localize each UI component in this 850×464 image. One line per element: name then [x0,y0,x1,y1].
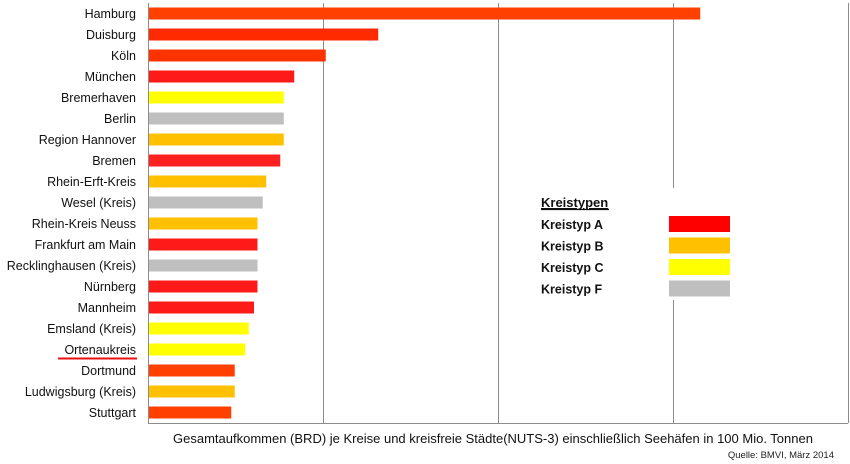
bar [149,343,246,356]
category-labels: Hamburg Duisburg Köln München Bremerhaven Ber… [7,7,137,420]
category-label: München [85,70,136,84]
legend-label: Kreistyp A [541,218,603,232]
bar [149,28,379,41]
category-label: Recklinghausen (Kreis) [7,259,136,273]
bar [149,175,267,188]
category-label: Rhein-Erft-Kreis [47,175,136,189]
category-label: Bremen [92,154,136,168]
bar [149,259,258,272]
category-label: Ortenaukreis [64,343,136,357]
category-label: Nürnberg [84,280,136,294]
category-label: Stuttgart [89,406,137,420]
category-label: Wesel (Kreis) [61,196,136,210]
source-note: Quelle: BMVI, März 2014 [727,450,834,461]
x-axis-label: Gesamtaufkommen (BRD) je Kreise und krei… [173,431,813,446]
category-label: Ludwigsburg (Kreis) [25,385,136,399]
bar [149,301,254,314]
legend-title: Kreistypen [541,195,608,210]
legend-label: Kreistyp B [541,240,604,254]
category-label: Mannheim [78,301,136,315]
bar [149,112,284,125]
bar [149,70,295,83]
category-label: Berlin [104,112,136,126]
legend-swatch [669,280,730,297]
bars [149,7,701,419]
category-label: Emsland (Kreis) [47,322,136,336]
category-label: Hamburg [85,7,136,21]
bar [149,406,232,419]
legend: Kreistypen Kreistyp A Kreistyp B Kreistyp C… [533,188,743,300]
gridlines [148,3,849,424]
legend-label: Kreistyp F [541,283,602,297]
bar [149,7,701,20]
category-label: Köln [111,49,136,63]
bar [149,385,235,398]
category-label: Dortmund [81,364,136,378]
bar [149,238,258,251]
category-label: Rhein-Kreis Neuss [32,217,136,231]
legend-label: Kreistyp C [541,261,604,275]
bar [149,217,258,230]
category-label: Bremerhaven [61,91,136,105]
bar [149,133,284,146]
category-label: Region Hannover [39,133,136,147]
bar [149,280,258,293]
bar [149,154,281,167]
legend-swatch [669,237,730,254]
bar [149,322,249,335]
category-label: Duisburg [86,28,136,42]
legend-swatch [669,259,730,275]
bar [149,364,235,377]
category-label: Frankfurt am Main [35,238,136,252]
bar [149,196,263,209]
legend-swatch [669,216,730,232]
bar [149,49,326,62]
bar [149,91,284,104]
